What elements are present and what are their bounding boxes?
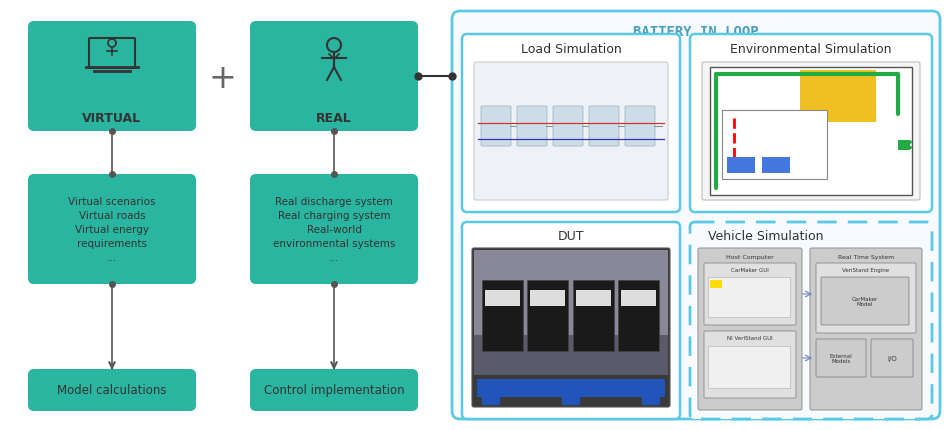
FancyBboxPatch shape [28,22,196,132]
Bar [562,395,580,405]
Bar [573,280,614,352]
Bar [474,336,668,375]
Text: Real Time System: Real Time System [838,255,894,260]
FancyBboxPatch shape [472,249,670,407]
Bar [482,280,523,352]
FancyBboxPatch shape [690,222,932,419]
Text: CarMaker
Model: CarMaker Model [852,296,878,307]
FancyBboxPatch shape [698,249,802,410]
Bar [642,395,660,405]
Bar [708,277,790,317]
Bar [530,290,565,306]
Text: Host Computer: Host Computer [726,255,774,260]
Text: External
Models: External Models [829,353,852,363]
Bar [727,158,755,174]
Text: Control implementation: Control implementation [264,384,405,396]
FancyBboxPatch shape [702,63,920,200]
FancyBboxPatch shape [871,339,913,377]
FancyBboxPatch shape [821,277,909,325]
Bar [576,290,611,306]
Text: DUT: DUT [558,230,584,243]
FancyBboxPatch shape [462,222,680,419]
Bar [710,68,912,196]
Bar [708,346,790,388]
Text: BATTERY IN LOOP: BATTERY IN LOOP [634,25,759,39]
Bar [898,141,910,150]
Text: Load Simulation: Load Simulation [521,43,621,55]
Text: NI VeriStand GUI: NI VeriStand GUI [727,336,773,341]
Bar [482,395,500,405]
FancyBboxPatch shape [816,264,916,333]
FancyBboxPatch shape [589,107,619,147]
Bar [800,71,877,123]
FancyBboxPatch shape [816,339,866,377]
Bar [618,280,659,352]
FancyBboxPatch shape [625,107,655,147]
FancyBboxPatch shape [474,63,668,200]
FancyBboxPatch shape [28,175,196,284]
Text: Environmental Simulation: Environmental Simulation [731,43,892,55]
FancyBboxPatch shape [517,107,547,147]
Bar [527,280,568,352]
Bar [621,290,656,306]
Text: CarMaker GUI: CarMaker GUI [732,268,769,273]
FancyBboxPatch shape [704,264,796,325]
Bar [762,158,790,174]
FancyBboxPatch shape [690,35,932,212]
Text: Vehicle Simulation: Vehicle Simulation [708,230,824,243]
Bar [722,111,826,180]
Text: +: + [208,61,236,94]
FancyBboxPatch shape [452,12,940,419]
Bar [474,250,668,338]
FancyBboxPatch shape [250,175,418,284]
Text: REAL: REAL [316,111,352,124]
Text: I/O: I/O [887,355,897,361]
FancyBboxPatch shape [810,249,922,410]
FancyBboxPatch shape [250,22,418,132]
FancyBboxPatch shape [462,35,680,212]
FancyBboxPatch shape [481,107,511,147]
Bar [485,290,520,306]
FancyBboxPatch shape [250,369,418,411]
FancyBboxPatch shape [553,107,583,147]
Text: Real discharge system
Real charging system
Real-world
environmental systems
...: Real discharge system Real charging syst… [273,197,395,262]
Text: Virtual scenarios
Virtual roads
Virtual energy
requirements
...: Virtual scenarios Virtual roads Virtual … [68,197,156,262]
Bar [710,280,722,289]
Text: VIRTUAL: VIRTUAL [83,111,142,124]
FancyBboxPatch shape [28,369,196,411]
FancyBboxPatch shape [704,331,796,398]
Text: Model calculations: Model calculations [57,384,167,396]
Text: VeriStand Engine: VeriStand Engine [843,268,889,273]
Bar [477,379,665,397]
